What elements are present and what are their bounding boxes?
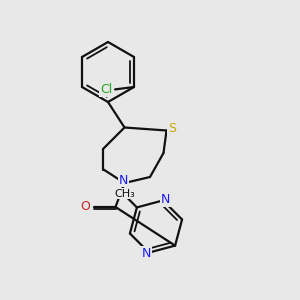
Text: Cl: Cl [100, 83, 112, 96]
Text: O: O [81, 200, 90, 214]
Text: N: N [142, 247, 151, 260]
Text: N: N [161, 193, 170, 206]
Text: S: S [168, 122, 176, 135]
Text: N: N [119, 173, 128, 187]
Text: CH₃: CH₃ [114, 189, 135, 199]
